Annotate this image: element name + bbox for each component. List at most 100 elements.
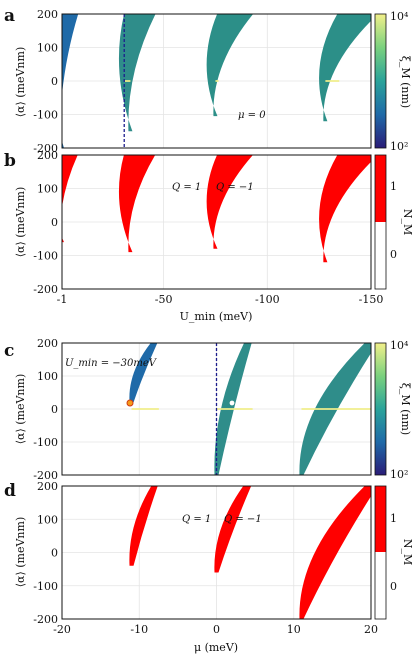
panel-d-xlabel: μ (meV) (194, 641, 238, 654)
colorbar-label: N_M (401, 539, 414, 565)
panel-a-annotation: μ = 0 (238, 110, 266, 121)
x-tick-label: 20 (364, 623, 378, 636)
panel-a-heatmap (62, 14, 371, 148)
panel-d-frame (61, 485, 372, 620)
region-polygon (319, 155, 371, 263)
panel-a-frame (61, 13, 372, 149)
region-polygon (206, 155, 253, 249)
y-tick-label: 0 (51, 403, 58, 416)
heatmap-lobe (299, 343, 371, 475)
panel-c-annotation: U_min = −30meV (65, 358, 158, 369)
y-tick-label: 200 (37, 480, 58, 493)
panel-c-heatmap (129, 343, 371, 475)
panel-b-y-ticks: -200 -100 0 100 200 (33, 149, 58, 296)
y-tick-label: -100 (33, 250, 58, 263)
y-tick-label: 0 (51, 547, 58, 560)
panel-a-colorbar: 10⁴ 10² ξ_M (nm) (374, 10, 412, 153)
colorbar-frame (374, 485, 387, 620)
panel-b-colorbar: 1 0 N_M (374, 154, 414, 290)
y-tick-label: -200 (33, 142, 58, 155)
y-tick-label: -200 (33, 283, 58, 296)
x-tick-label: 0 (213, 623, 220, 636)
colorbar-label: N_M (401, 209, 414, 235)
y-tick-label: 0 (51, 216, 58, 229)
panel-b-xlabel: U_min (meV) (180, 310, 253, 323)
colorbar-tick-0: 0 (390, 580, 397, 593)
colorbar-min-label: 10² (390, 468, 408, 481)
panel-c-colorbar: 10⁴ 10² ξ_M (nm) (374, 339, 412, 481)
colorbar-gradient (374, 342, 387, 476)
panel-d-annotation-qm1: Q = −1 (224, 514, 262, 525)
y-tick-label: 100 (37, 183, 58, 196)
panel-b-annotation-qm1: Q = −1 (216, 182, 254, 193)
x-tick-label: -50 (155, 293, 173, 306)
heatmap-lobe (214, 343, 252, 475)
heatmap-lobe (62, 14, 79, 148)
y-tick-label: -100 (33, 109, 58, 122)
panel-b: b -200 -100 0 100 200 -1 -50 -100 -150 ⟨α⟩ (meV… (4, 149, 414, 323)
panel-a-ylabel: ⟨α⟩ (meVnm) (14, 47, 27, 118)
x-tick-label: -20 (53, 623, 71, 636)
y-tick-label: 200 (37, 149, 58, 162)
colorbar-tick-0: 0 (390, 248, 397, 261)
panel-d-y-ticks: -200 -100 0 100 200 (33, 480, 58, 626)
x-tick-label: -10 (130, 623, 148, 636)
panel-d-colorbar: 1 0 N_M (374, 485, 414, 620)
panel-d-annotation-q1: Q = 1 (182, 514, 211, 525)
panel-label-c: c (4, 341, 14, 361)
colorbar-frame (374, 154, 387, 290)
panel-d-regions (129, 486, 371, 619)
panel-c: c -200 -100 0 100 200 ⟨α⟩ (meVnm) U_min = −3… (4, 337, 412, 482)
x-tick-label: -100 (255, 293, 280, 306)
colorbar-label: ξ_M (nm) (399, 383, 412, 435)
panel-c-ylabel: ⟨α⟩ (meVnm) (14, 374, 27, 445)
panel-label-a: a (4, 6, 15, 26)
colorbar-tick-1: 1 (390, 180, 397, 193)
panel-a-y-ticks: -200 -100 0 100 200 (33, 8, 58, 155)
panel-a: a -200 -100 0 100 200 ⟨α⟩ (meVnm) μ = 0 10⁴ … (4, 6, 412, 155)
colorbar-white (375, 552, 386, 619)
y-tick-label: 200 (37, 337, 58, 350)
panel-c-y-ticks: -200 -100 0 100 200 (33, 337, 58, 482)
heatmap-lobe (319, 14, 371, 122)
region-polygon (118, 155, 156, 253)
region-polygon (62, 155, 78, 243)
panel-c-frame (61, 342, 372, 476)
heatmap-lobe (118, 14, 156, 132)
heatmap-lobe (206, 14, 254, 117)
colorbar-tick-1: 1 (390, 512, 397, 525)
region-polygon (129, 486, 158, 566)
marker-point (126, 399, 134, 407)
x-tick-label: 10 (287, 623, 301, 636)
y-tick-label: -200 (33, 613, 58, 626)
panel-b-annotation-q1: Q = 1 (172, 182, 201, 193)
colorbar-max-label: 10⁴ (390, 10, 409, 23)
y-tick-label: 100 (37, 370, 58, 383)
colorbar-red (375, 155, 386, 222)
region-polygon (299, 486, 371, 619)
panel-d-ylabel: ⟨α⟩ (meVnm) (14, 517, 27, 588)
marker-point-white (229, 400, 235, 406)
heatmap-lobe (129, 343, 158, 403)
colorbar-label: ξ_M (nm) (399, 56, 412, 108)
panel-d-x-ticks: -20 -10 0 10 20 (53, 623, 378, 636)
colorbar-red (375, 486, 386, 552)
panel-b-ylabel: ⟨α⟩ (meVnm) (14, 187, 27, 258)
panel-label-d: d (4, 481, 16, 501)
colorbar-max-label: 10⁴ (390, 339, 409, 352)
panel-b-x-ticks: -1 -50 -100 -150 (57, 293, 384, 306)
y-tick-label: 0 (51, 75, 58, 88)
panel-b-regions (62, 155, 371, 263)
x-tick-label: -150 (359, 293, 384, 306)
colorbar-min-label: 10² (390, 140, 408, 153)
y-tick-label: 100 (37, 513, 58, 526)
panel-b-frame (61, 154, 372, 290)
colorbar-white (375, 222, 386, 289)
y-tick-label: -100 (33, 580, 58, 593)
x-tick-label: -1 (57, 293, 68, 306)
y-tick-label: 200 (37, 8, 58, 21)
panel-label-b: b (4, 151, 16, 171)
y-tick-label: 100 (37, 42, 58, 55)
